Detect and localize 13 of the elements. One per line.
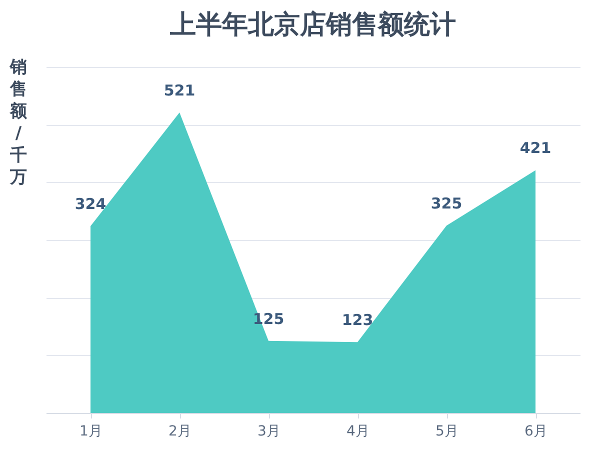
data-label: 123 (342, 311, 374, 330)
data-label: 521 (164, 82, 196, 100)
x-tick-label: 6月 (524, 424, 548, 440)
chart-title: 上半年北京店销售额统计 (169, 10, 456, 40)
x-tick-label: 1月 (80, 424, 102, 440)
data-label: 324 (74, 195, 106, 214)
x-tick-label: 3月 (258, 424, 280, 440)
y-axis-title: 销售额/千万 (9, 58, 28, 188)
data-label: 421 (520, 139, 552, 158)
data-label: 325 (430, 194, 462, 213)
x-tick-label: 5月 (436, 424, 458, 440)
x-tick-label: 4月 (346, 424, 370, 440)
x-tick-label: 2月 (168, 424, 192, 440)
